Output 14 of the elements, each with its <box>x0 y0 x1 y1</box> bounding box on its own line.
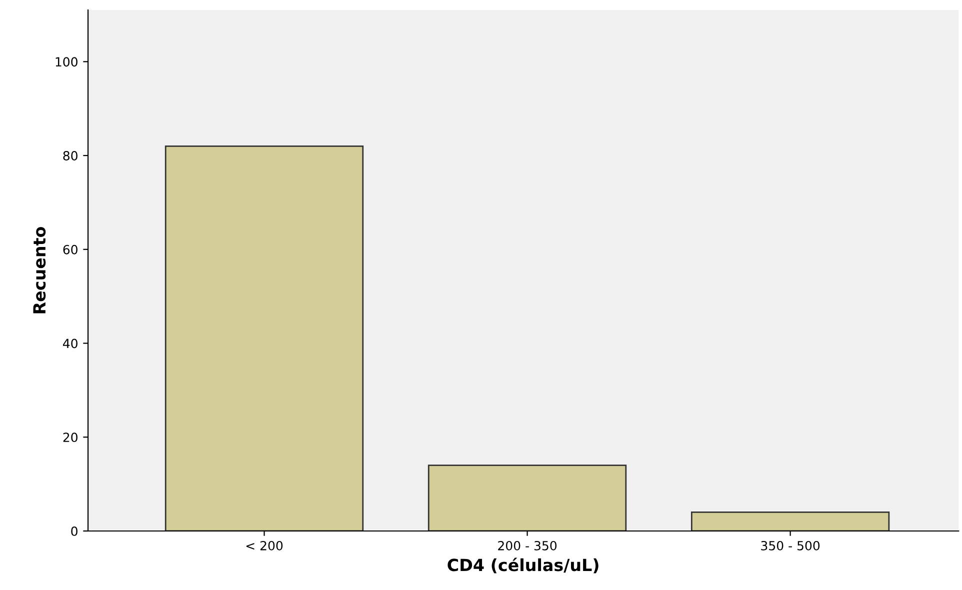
x-tick-label: 350 - 500 <box>761 540 820 550</box>
y-axis-title: Recuento <box>33 226 46 314</box>
bar <box>164 145 364 531</box>
x-tick-label: 200 - 350 <box>498 540 557 550</box>
y-tick-label: 60 <box>63 244 78 254</box>
x-axis-title: CD4 (células/uL) <box>448 558 598 574</box>
y-tick-label: 40 <box>63 338 78 348</box>
bar <box>428 464 627 531</box>
y-tick-label: 20 <box>63 432 78 442</box>
y-tick-label: 100 <box>56 57 78 67</box>
y-tick-label: 80 <box>63 151 78 160</box>
y-tick-label: 0 <box>71 526 78 536</box>
x-tick-label: < 200 <box>246 540 283 550</box>
bar <box>690 512 890 531</box>
